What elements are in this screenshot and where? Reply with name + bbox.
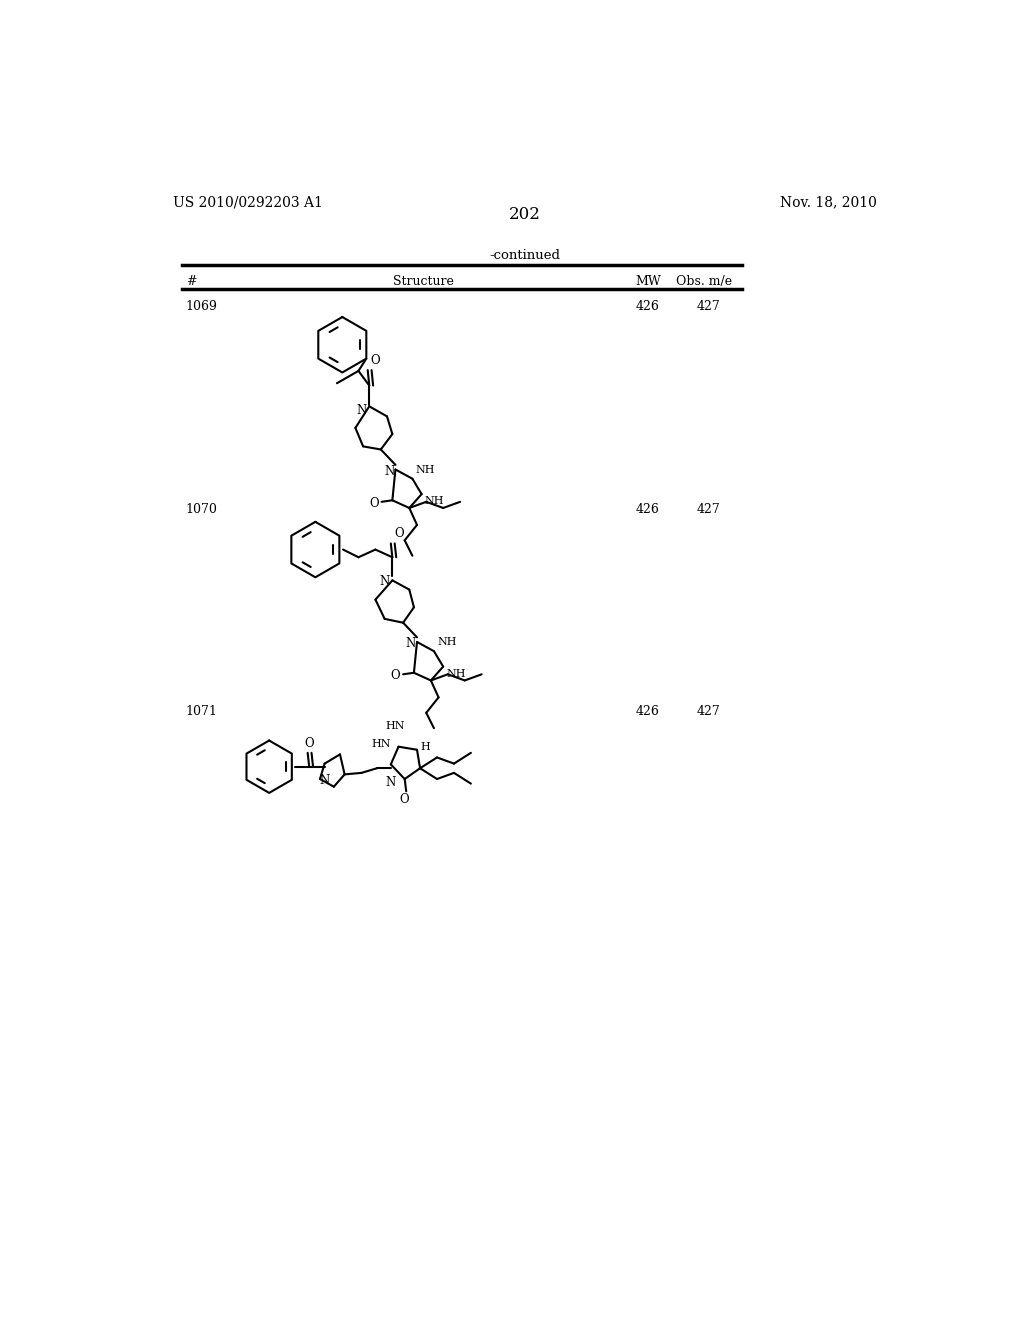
Text: N: N <box>380 576 390 589</box>
Text: O: O <box>371 354 381 367</box>
Text: US 2010/0292203 A1: US 2010/0292203 A1 <box>173 195 323 210</box>
Text: #: # <box>185 276 197 289</box>
Text: N: N <box>356 404 367 417</box>
Text: N: N <box>319 775 330 788</box>
Text: Obs. m/e: Obs. m/e <box>676 276 732 289</box>
Text: -continued: -continued <box>489 249 560 263</box>
Text: 1069: 1069 <box>185 300 217 313</box>
Text: O: O <box>304 737 314 750</box>
Text: N: N <box>406 638 416 649</box>
Text: 1071: 1071 <box>185 705 217 718</box>
Text: Nov. 18, 2010: Nov. 18, 2010 <box>780 195 877 210</box>
Text: NH: NH <box>425 496 444 507</box>
Text: HN: HN <box>372 739 391 748</box>
Text: N: N <box>386 776 396 789</box>
Text: O: O <box>390 669 400 682</box>
Text: 426: 426 <box>636 300 659 313</box>
Text: 1070: 1070 <box>185 503 217 516</box>
Text: 427: 427 <box>696 503 720 516</box>
Text: HN: HN <box>385 721 404 731</box>
Text: 427: 427 <box>696 705 720 718</box>
Text: 202: 202 <box>509 206 541 223</box>
Text: NH: NH <box>437 638 457 647</box>
Text: H: H <box>420 742 430 751</box>
Text: O: O <box>399 793 410 807</box>
Text: O: O <box>369 496 379 510</box>
Text: MW: MW <box>635 276 660 289</box>
Text: 427: 427 <box>696 300 720 313</box>
Text: 426: 426 <box>636 503 659 516</box>
Text: 426: 426 <box>636 705 659 718</box>
Text: NH: NH <box>416 465 435 475</box>
Text: O: O <box>394 527 403 540</box>
Text: N: N <box>384 465 394 478</box>
Text: NH: NH <box>446 669 466 678</box>
Text: Structure: Structure <box>393 276 454 289</box>
